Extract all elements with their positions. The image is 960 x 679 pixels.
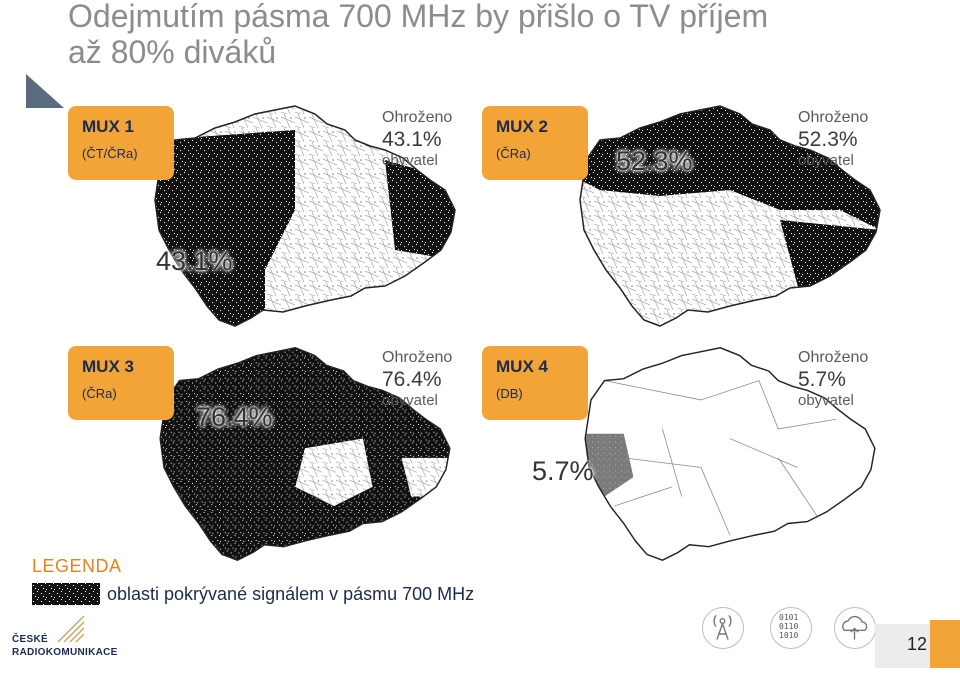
title-line-2: až 80% diváků <box>68 34 277 70</box>
mux2-stat-label: Ohroženo <box>798 109 869 126</box>
coverage-map-mux2 <box>579 105 881 327</box>
cloud-upload-icon <box>834 607 876 649</box>
coverage-map-mux4 <box>584 347 876 561</box>
mux1-stat-percent: 43.1% <box>382 128 442 151</box>
coverage-map-mux1 <box>154 105 456 327</box>
mux4-map-percent: 5.7% <box>532 456 594 486</box>
mux3-stat-percent: 76.4% <box>382 368 442 391</box>
logo-mark-icon <box>57 615 85 643</box>
company-logo: ČESKÉ RADIOKOMUNIKACE <box>12 614 122 660</box>
antenna-icon <box>702 607 744 649</box>
mux4-stat-percent: 5.7% <box>798 368 846 391</box>
mux2-map-percent: 52.3% <box>616 146 693 176</box>
binary-text: 0101 0110 1010 <box>779 613 807 640</box>
mux1-stat-unit: obyvatel <box>382 152 438 169</box>
mux4-operator: (DB) <box>496 386 523 401</box>
mux1-operator: (ČT/ČRa) <box>82 146 138 161</box>
logo-line-2: RADIOKOMUNIKACE <box>12 647 118 658</box>
mux2-tag: MUX 2 (ČRa) <box>482 106 588 180</box>
title-line-1: Odejmutím pásma 700 MHz by přišlo o TV p… <box>68 0 769 34</box>
mux1-name: MUX 1 <box>82 117 134 136</box>
page-title: Odejmutím pásma 700 MHz by přišlo o TV p… <box>68 0 828 70</box>
mux3-name: MUX 3 <box>82 357 134 376</box>
mux3-operator: (ČRa) <box>82 386 117 401</box>
corner-triangle-icon <box>26 74 64 108</box>
legend-title: LEGENDA <box>32 556 122 576</box>
mux4-stat: Ohroženo 5.7% obyvatel <box>798 348 918 410</box>
legend-text: oblasti pokrývané signálem v pásmu 700 M… <box>107 584 475 604</box>
mux1-map-percent: 43.1% <box>156 246 233 276</box>
mux1-stat-label: Ohroženo <box>382 109 453 126</box>
mux3-stat-label: Ohroženo <box>382 349 453 366</box>
mux3-tag: MUX 3 (ČRa) <box>68 346 174 420</box>
coverage-map-mux3 <box>159 347 451 561</box>
mux2-operator: (ČRa) <box>496 146 531 161</box>
mux1-tag: MUX 1 (ČT/ČRa) <box>68 106 174 180</box>
legend-swatch-coverage <box>32 583 100 605</box>
mux4-stat-label: Ohroženo <box>798 349 869 366</box>
logo-line-1: ČESKÉ <box>12 634 48 645</box>
mux1-stat: Ohroženo 43.1% obyvatel <box>382 108 502 170</box>
mux4-name: MUX 4 <box>496 357 548 376</box>
mux2-stat: Ohroženo 52.3% obyvatel <box>798 108 918 170</box>
mux4-tag: MUX 4 (DB) <box>482 346 588 420</box>
binary-data-icon <box>770 607 812 649</box>
binary-line-2: 0110 <box>779 622 799 631</box>
mux3-stat-unit: obyvatel <box>382 392 438 409</box>
page-accent-bar <box>930 620 960 668</box>
mux3-map-percent: 76.4% <box>196 402 273 432</box>
binary-line-1: 0101 <box>779 613 799 622</box>
mux2-stat-unit: obyvatel <box>798 152 854 169</box>
mux2-name: MUX 2 <box>496 117 548 136</box>
mux4-stat-unit: obyvatel <box>798 392 854 409</box>
mux2-stat-percent: 52.3% <box>798 128 858 151</box>
mux3-stat: Ohroženo 76.4% obyvatel <box>382 348 502 410</box>
binary-line-3: 1010 <box>779 631 799 640</box>
